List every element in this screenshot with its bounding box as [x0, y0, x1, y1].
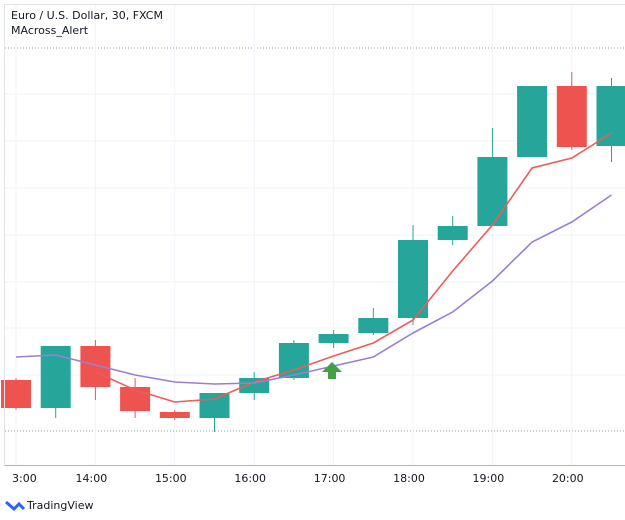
moving-average-line [95, 132, 612, 403]
candle-body [477, 157, 508, 226]
x-tick-label: 18:00 [393, 472, 425, 485]
x-tick-label: 17:00 [314, 472, 346, 485]
candle-body [398, 240, 428, 318]
tradingview-logo: TradingView [5, 499, 93, 512]
candle-body [120, 387, 151, 411]
candle-body [596, 86, 625, 146]
candle-body [40, 346, 71, 408]
chart-title: Euro / U.S. Dollar, 30, FXCM [11, 9, 163, 22]
x-tick-label: 19:00 [473, 472, 505, 485]
candle-body [556, 86, 587, 147]
candle-body [159, 412, 190, 418]
indicator-name: MAcross_Alert [11, 24, 89, 37]
plot [1, 5, 625, 465]
x-tick-label: 16:00 [234, 472, 266, 485]
candle-body [437, 226, 468, 240]
candle-body [199, 393, 230, 418]
moving-average-line [15, 194, 612, 385]
candle-body [318, 334, 349, 343]
x-tick-label: 20:00 [552, 472, 584, 485]
logo-icon [5, 500, 26, 512]
x-tick-label: 3:00 [12, 472, 37, 485]
candle-body [80, 346, 111, 387]
brand-name: TradingView [26, 499, 93, 512]
buy-signal-arrow [322, 362, 342, 379]
x-tick-label: 14:00 [76, 472, 108, 485]
candle-body [517, 86, 548, 157]
candle-body [358, 318, 389, 333]
x-tick-label: 15:00 [155, 472, 187, 485]
candle-body [1, 380, 31, 408]
